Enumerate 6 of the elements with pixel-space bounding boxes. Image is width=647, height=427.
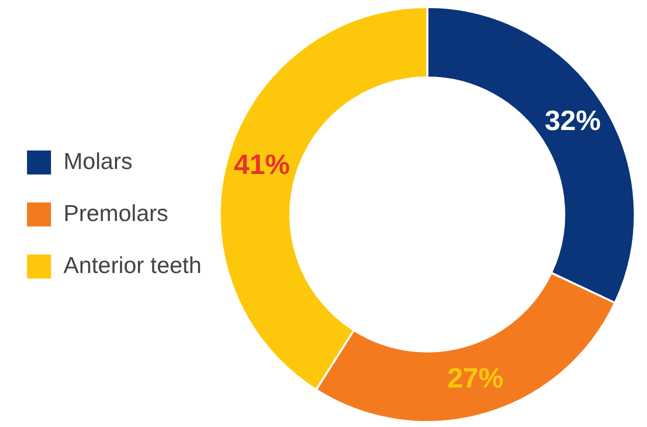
legend-label: Anterior teeth	[64, 252, 202, 278]
data-label: 41%	[234, 149, 290, 180]
data-label: 27%	[447, 362, 504, 394]
legend-label: Premolars	[64, 200, 168, 226]
legend-label: Molars	[64, 148, 133, 174]
data-label: 32%	[544, 104, 601, 136]
